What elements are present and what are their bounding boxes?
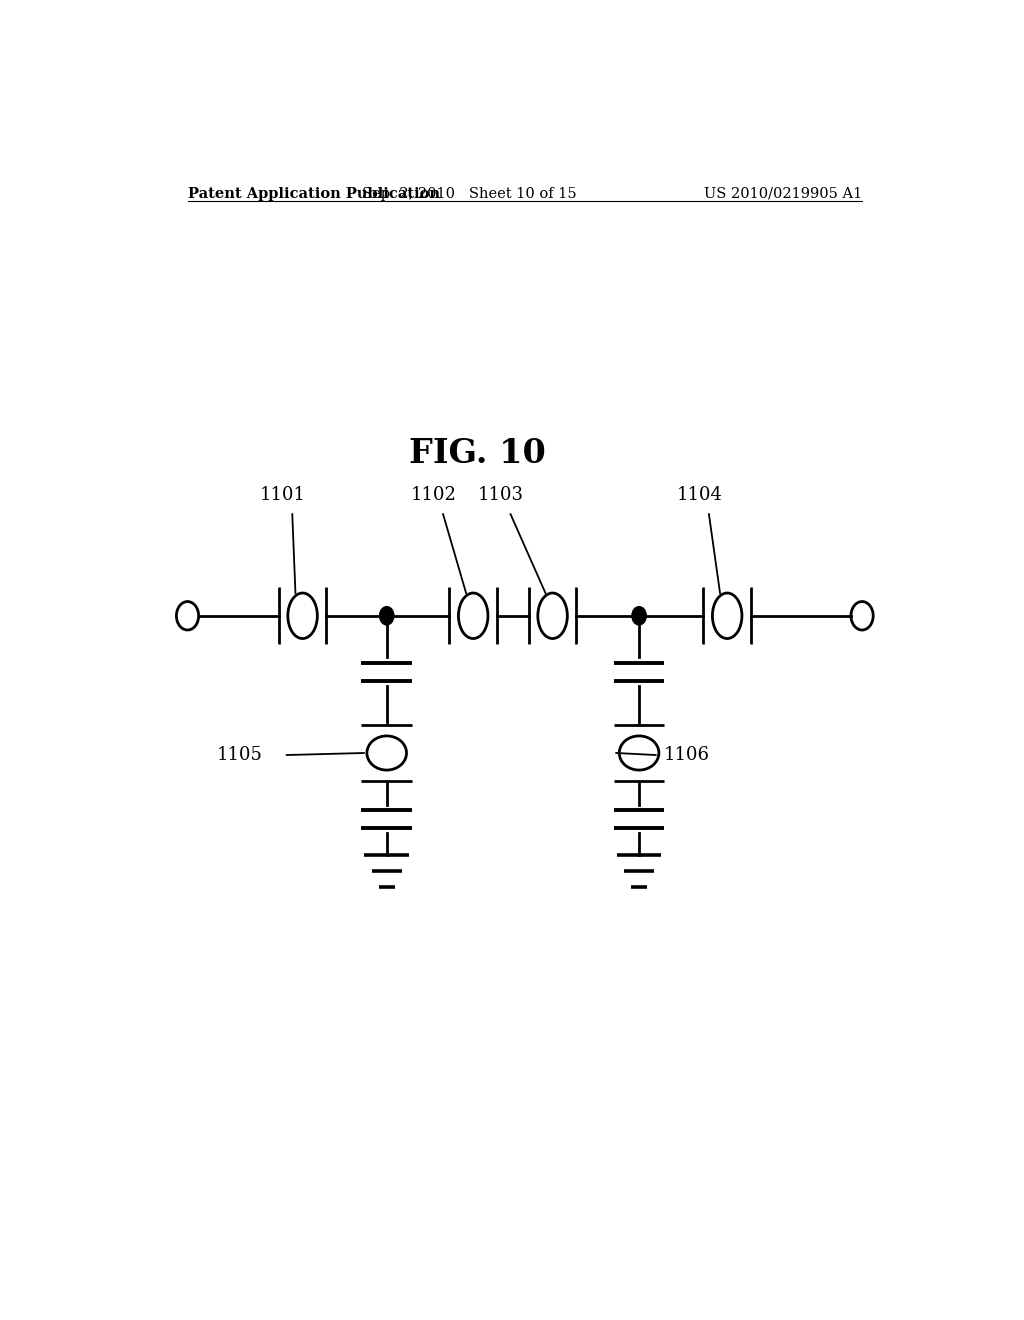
Ellipse shape — [459, 593, 488, 639]
Text: 1104: 1104 — [677, 486, 722, 504]
Circle shape — [632, 607, 646, 624]
Circle shape — [380, 607, 394, 624]
Text: FIG. 10: FIG. 10 — [409, 437, 546, 470]
Ellipse shape — [713, 593, 742, 639]
Ellipse shape — [288, 593, 317, 639]
Circle shape — [176, 602, 199, 630]
Ellipse shape — [620, 737, 658, 770]
Text: 1101: 1101 — [260, 486, 306, 504]
Circle shape — [851, 602, 873, 630]
Text: Sep. 2, 2010   Sheet 10 of 15: Sep. 2, 2010 Sheet 10 of 15 — [361, 187, 577, 201]
Text: US 2010/0219905 A1: US 2010/0219905 A1 — [703, 187, 862, 201]
Ellipse shape — [367, 737, 407, 770]
Text: 1102: 1102 — [411, 486, 457, 504]
Ellipse shape — [538, 593, 567, 639]
Text: 1106: 1106 — [664, 746, 710, 764]
Text: 1105: 1105 — [217, 746, 263, 764]
Text: 1103: 1103 — [478, 486, 524, 504]
Text: Patent Application Publication: Patent Application Publication — [187, 187, 439, 201]
